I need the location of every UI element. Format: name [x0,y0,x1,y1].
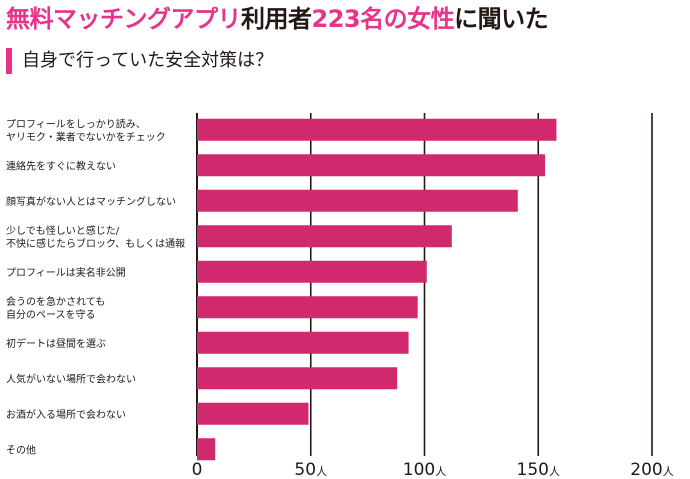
bar-10 [197,438,216,461]
bar-6 [197,296,418,319]
title-part-2: 利用者 [241,5,312,33]
category-label-3: 顔写真がない人とはマッチングしない [6,195,176,208]
bar-4 [197,225,452,248]
bar-3 [197,189,518,212]
title-part-4: に聞いた [454,5,549,33]
title-part-1: 無料マッチングアプリ [6,5,242,33]
category-label-10: その他 [6,443,36,456]
bar-8 [197,367,398,390]
category-label-5: プロフィールは実名非公開 [6,266,126,279]
category-label-6: 会うのを急かされても自分のペースを守る [6,295,105,321]
category-label-9: お酒が入る場所で会わない [6,408,126,421]
category-label-8: 人気がいない場所で会わない [6,372,136,385]
bar-2 [197,154,546,177]
category-label-7: 初デートは昼間を選ぶ [6,337,106,350]
category-label-2: 連絡先をすぐに教えない [6,159,116,172]
bar-7 [197,331,409,354]
category-label-1: プロフィールをしっかり読み、ヤリモク・業者でないかをチェック [6,117,166,143]
title-part-3: 223名の女性 [311,5,455,33]
bar-5 [197,260,427,283]
tick-label-0: 0 [192,460,203,479]
bar-9 [197,402,309,425]
tick-label-50: 50人 [294,460,327,479]
tick-label-150: 150人 [517,460,560,479]
subtitle-accent-bar [6,48,12,74]
page-title: 無料マッチングアプリ利用者223名の女性に聞いた [6,2,549,36]
subtitle-text: 自身で行っていた安全対策は？ [22,50,274,71]
category-label-4: 少しでも怪しいと感じた/不快に感じたらブロック、もしくは通報 [6,224,185,250]
tick-label-200: 200人 [630,460,673,479]
tick-label-100: 100人 [403,460,446,479]
bar-1 [197,118,557,141]
